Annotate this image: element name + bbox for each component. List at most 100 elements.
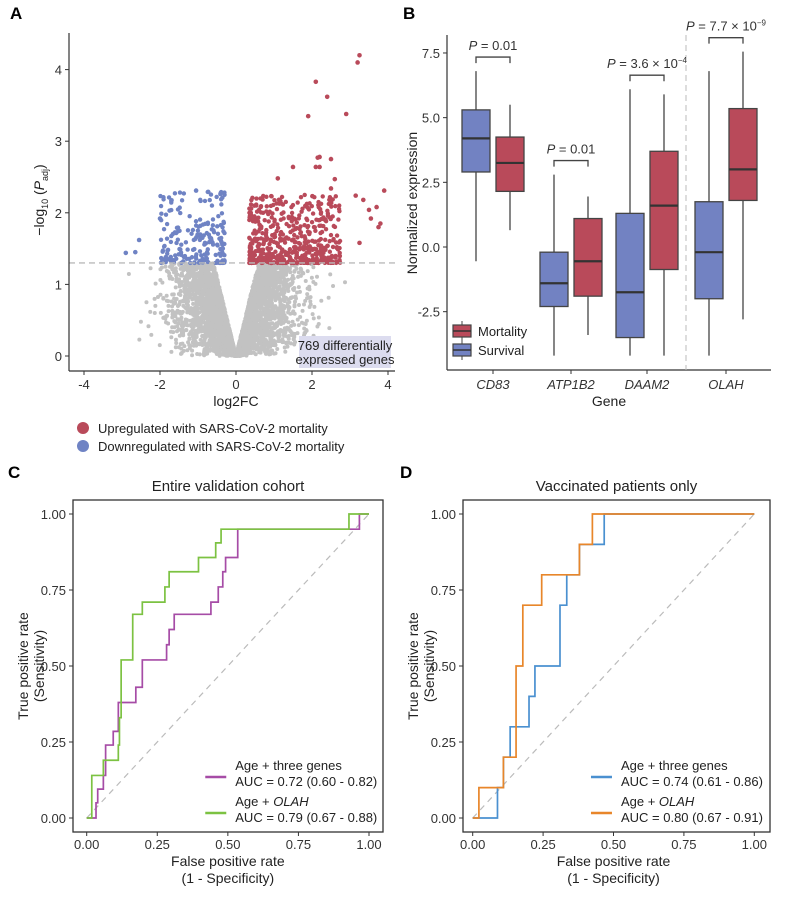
point-not-significant — [195, 281, 200, 286]
point-not-significant — [307, 284, 312, 289]
point-upregulated — [312, 246, 317, 252]
point-upregulated — [261, 241, 266, 247]
point-not-significant — [289, 323, 294, 328]
point-upregulated — [376, 224, 381, 230]
point-upregulated — [258, 223, 263, 228]
point-upregulated — [275, 241, 280, 246]
point-not-significant — [300, 308, 305, 313]
point-downregulated — [220, 225, 225, 230]
point-upregulated — [331, 236, 336, 242]
point-not-significant — [253, 312, 258, 317]
y-tick-label: 1.00 — [431, 507, 456, 522]
point-upregulated — [337, 250, 342, 256]
y-tick-label: -2.5 — [418, 305, 440, 320]
point-not-significant — [185, 264, 190, 269]
y-tick-label: 1 — [55, 277, 62, 292]
point-upregulated — [310, 238, 315, 244]
point-not-significant — [258, 346, 263, 351]
point-upregulated — [289, 250, 295, 255]
point-not-significant — [275, 322, 280, 327]
point-not-significant — [265, 305, 270, 310]
point-upregulated — [258, 210, 264, 215]
x-tick-label: 1.00 — [742, 837, 767, 852]
point-not-significant — [166, 299, 171, 304]
x-tick-label: 0.50 — [215, 837, 240, 852]
legend-label: Survival — [478, 343, 524, 358]
point-not-significant — [173, 337, 178, 342]
point-not-significant — [193, 319, 198, 324]
point-not-significant — [251, 346, 256, 351]
p-value-label: P = 3.6 × 10−4 — [607, 56, 688, 71]
point-not-significant — [219, 328, 224, 333]
point-downregulated — [208, 192, 214, 197]
point-upregulated — [272, 232, 277, 237]
point-downregulated — [204, 256, 210, 261]
point-downregulated — [216, 213, 221, 219]
point-not-significant — [308, 299, 313, 304]
mortality-box — [495, 136, 525, 193]
point-not-significant — [276, 280, 281, 285]
y-axis-label: True positive rate — [405, 612, 421, 720]
point-not-significant — [174, 269, 179, 274]
point-not-significant — [197, 264, 202, 269]
point-not-significant — [278, 301, 283, 306]
survival-box — [694, 201, 724, 300]
point-not-significant — [331, 284, 336, 289]
point-not-significant — [311, 265, 316, 270]
point-not-significant — [201, 268, 206, 273]
chart-title: Vaccinated patients only — [536, 478, 698, 495]
point-not-significant — [176, 345, 181, 350]
point-not-significant — [288, 341, 293, 346]
point-upregulated — [279, 194, 285, 200]
point-not-significant — [166, 269, 171, 274]
point-not-significant — [211, 271, 216, 276]
point-upregulated — [320, 194, 325, 199]
point-not-significant — [261, 282, 266, 287]
point-upregulated — [361, 197, 366, 203]
point-upregulated — [271, 239, 277, 245]
panel-label-a: A — [10, 4, 22, 23]
point-not-significant — [275, 329, 280, 334]
point-upregulated — [268, 237, 273, 242]
point-not-significant — [281, 265, 286, 270]
point-not-significant — [222, 311, 227, 316]
point-downregulated — [179, 242, 184, 247]
point-upregulated — [320, 245, 325, 250]
point-not-significant — [243, 325, 248, 330]
point-upregulated — [378, 221, 383, 226]
legend-label: Downregulated with SARS-CoV-2 mortality — [98, 439, 345, 454]
point-not-significant — [177, 309, 182, 314]
y-tick-label: 0.50 — [41, 659, 66, 674]
point-downregulated — [158, 237, 164, 243]
point-upregulated — [292, 232, 297, 238]
reference-diagonal — [86, 513, 370, 819]
p-value-label: P = 0.01 — [469, 38, 518, 53]
point-upregulated — [302, 192, 307, 198]
point-not-significant — [172, 325, 177, 330]
point-not-significant — [201, 283, 206, 288]
point-not-significant — [311, 316, 316, 321]
point-not-significant — [185, 269, 190, 274]
point-downregulated — [159, 211, 164, 216]
point-not-significant — [152, 310, 157, 315]
point-not-significant — [254, 308, 259, 313]
point-not-significant — [265, 347, 270, 352]
x-tick-label: -4 — [78, 377, 90, 392]
point-not-significant — [277, 284, 282, 289]
point-upregulated — [329, 200, 334, 206]
point-not-significant — [166, 309, 171, 314]
y-axis-label-secondary: (Sensitivity) — [421, 630, 437, 702]
point-not-significant — [269, 281, 274, 286]
point-not-significant — [200, 293, 205, 298]
point-not-significant — [261, 320, 266, 325]
point-not-significant — [319, 298, 324, 303]
roc-plot-entire-cohort: Entire validation cohort0.000.000.250.25… — [15, 478, 384, 886]
point-downregulated — [195, 228, 201, 233]
point-not-significant — [253, 343, 258, 348]
point-not-significant — [202, 341, 207, 346]
point-upregulated — [296, 216, 302, 221]
point-not-significant — [277, 295, 282, 300]
point-downregulated — [181, 254, 187, 260]
point-upregulated — [257, 257, 262, 263]
point-upregulated — [318, 201, 324, 206]
